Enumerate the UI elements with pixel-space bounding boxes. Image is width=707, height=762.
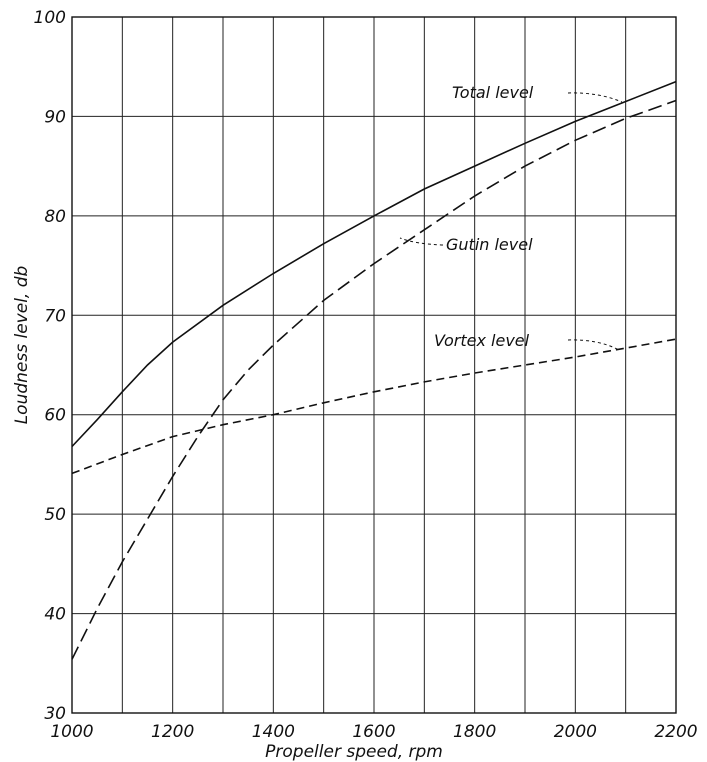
annotation-gutin-level: Gutin level (446, 235, 533, 254)
series-lines (71, 80, 677, 660)
y-tick-label: 100 (34, 8, 66, 28)
plot-frame (71, 16, 677, 714)
annotations: Total level Gutin level Vortex level (399, 83, 623, 351)
x-tick-label: 1000 (50, 722, 93, 742)
annotation-leader (399, 237, 444, 246)
annotation-leader (567, 92, 623, 103)
annotation-total-level: Total level (452, 83, 534, 102)
y-tick-label: 70 (44, 306, 66, 326)
x-tick-label: 1200 (151, 722, 194, 742)
x-tick-label: 2000 (554, 722, 597, 742)
y-tick-label: 90 (44, 107, 66, 127)
x-tick-label: 1600 (352, 722, 395, 742)
series-gutin-level (71, 99, 677, 660)
y-axis-label: Loudness level, db (12, 266, 32, 425)
annotation-leader (567, 339, 620, 351)
x-tick-label: 2200 (654, 722, 697, 742)
y-tick-label: 60 (44, 406, 66, 426)
y-tick-label: 40 (44, 605, 66, 625)
y-tick-label: 80 (44, 207, 66, 227)
annotation-vortex-level: Vortex level (434, 331, 530, 350)
x-tick-label: 1800 (453, 722, 496, 742)
y-tick-label: 30 (44, 704, 66, 724)
series-vortex-level (71, 338, 677, 475)
grid (71, 16, 677, 714)
tick-labels: 1000 1200 1400 1600 1800 2000 2200 30 40 50 60 70 80… (34, 8, 698, 742)
y-tick-label: 50 (44, 505, 66, 525)
series-total-level (71, 80, 677, 448)
x-tick-label: 1400 (252, 722, 295, 742)
x-axis-label: Propeller speed, rpm (265, 742, 443, 762)
